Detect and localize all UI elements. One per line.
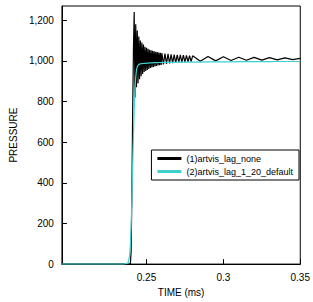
svg-text:1,000: 1,000: [29, 55, 54, 66]
svg-text:600: 600: [37, 137, 54, 148]
svg-text:TIME (ms): TIME (ms): [158, 287, 205, 298]
svg-text:400: 400: [37, 177, 54, 188]
svg-text:1,200: 1,200: [29, 15, 54, 26]
svg-text:0.25: 0.25: [137, 272, 157, 283]
svg-text:0.3: 0.3: [216, 272, 230, 283]
svg-text:0: 0: [48, 259, 54, 270]
svg-text:200: 200: [37, 218, 54, 229]
svg-text:PRESSURE: PRESSURE: [8, 107, 19, 162]
svg-text:(1)artvis_lag_none: (1)artvis_lag_none: [186, 154, 261, 164]
svg-text:800: 800: [37, 96, 54, 107]
svg-text:(2)artvis_lag_1_20_default: (2)artvis_lag_1_20_default: [186, 167, 293, 177]
svg-text:0.35: 0.35: [291, 272, 311, 283]
